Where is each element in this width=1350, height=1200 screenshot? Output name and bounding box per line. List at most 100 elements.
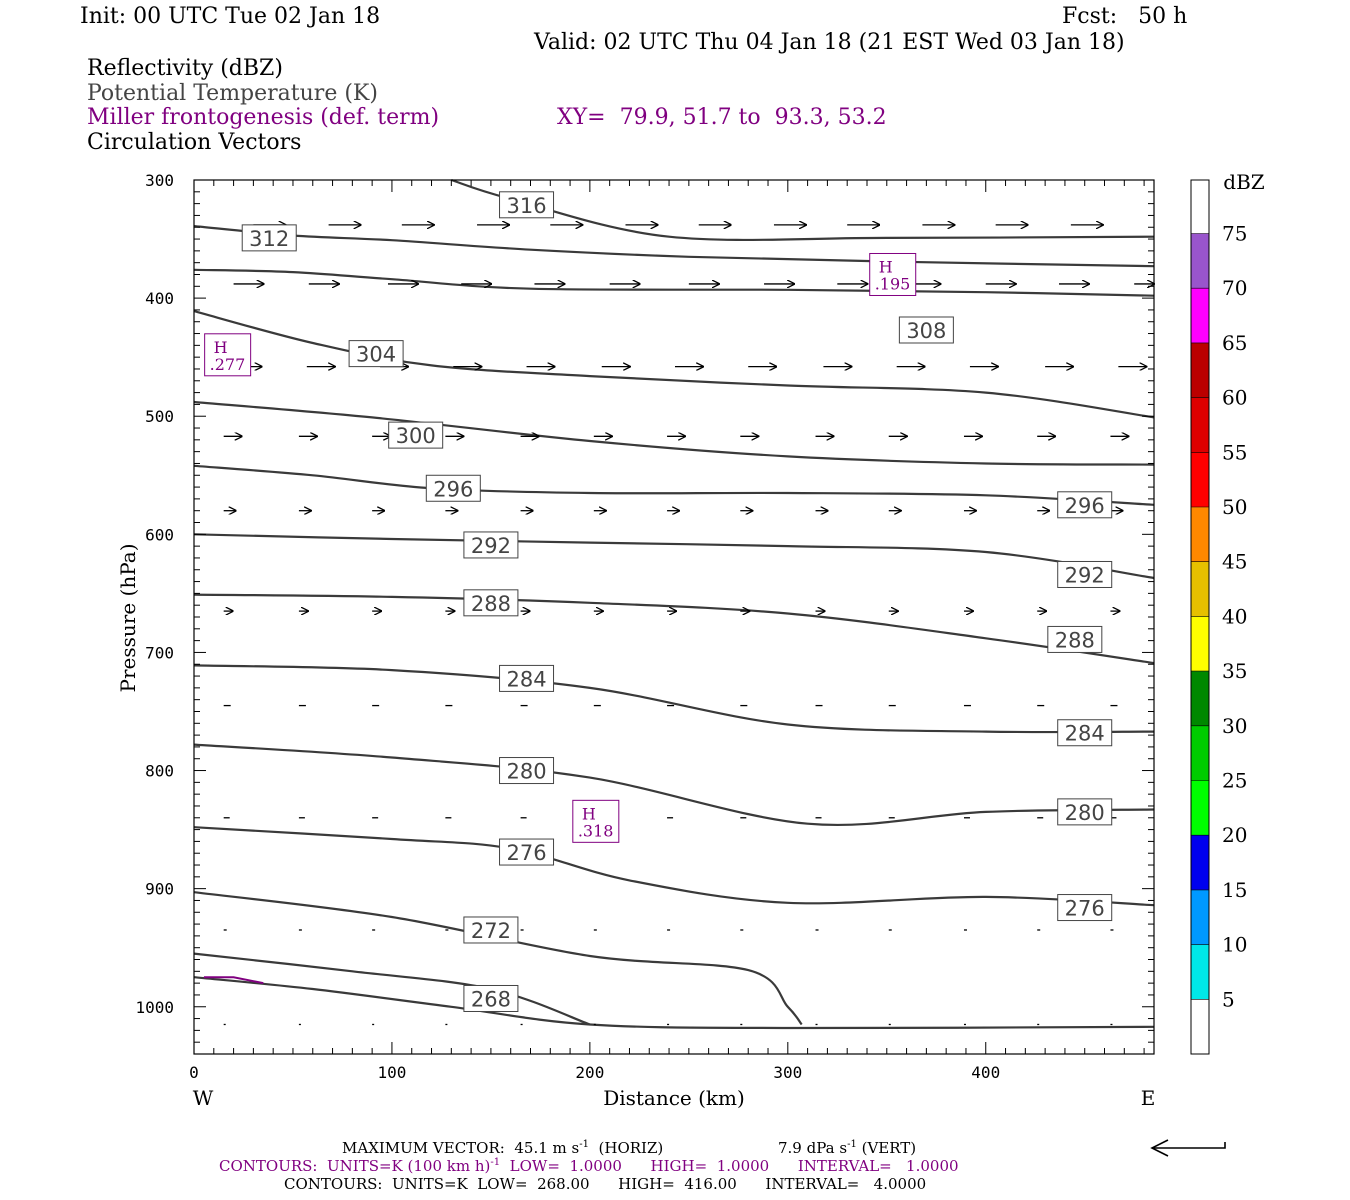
theta-contour-272 — [193, 952, 591, 1026]
frontogenesis-max-box — [869, 252, 917, 296]
field-potential-temperature: Potential Temperature (K) — [87, 81, 378, 106]
reference-vector-arrow — [1152, 1142, 1226, 1149]
colorbar-segment — [1191, 780, 1209, 836]
theta-contour-288 — [193, 664, 1155, 734]
contour-label: 292 — [1065, 563, 1105, 587]
theta-contour-308 — [193, 310, 1155, 419]
y-axis-label: Pressure (hPa) — [116, 544, 140, 693]
contour-label: 296 — [433, 477, 473, 501]
contour-label: 304 — [356, 343, 396, 367]
frontogenesis-max-kind: H — [582, 804, 596, 823]
colorbar-label: 25 — [1222, 769, 1247, 793]
x-tick-label: 400 — [971, 1063, 1000, 1082]
contour-label-box — [241, 224, 297, 252]
colorbar-label: 60 — [1222, 386, 1247, 410]
y-tick-label: 300 — [145, 171, 174, 190]
colorbar-title: dBZ — [1223, 170, 1265, 194]
colorbar-label: 55 — [1222, 440, 1247, 464]
colorbar-label: 15 — [1222, 878, 1247, 902]
frontogenesis-max-box — [204, 333, 252, 377]
theta-contour-292 — [193, 593, 1155, 665]
contour-label-box — [463, 589, 519, 617]
contour-label: 280 — [506, 760, 546, 784]
contour-label-box — [1047, 625, 1103, 653]
colorbar-segment — [1191, 561, 1209, 617]
contour-label: 272 — [471, 919, 511, 943]
colorbar-segment — [1191, 944, 1209, 1000]
theta-contour-312b — [193, 268, 1155, 297]
contour-label: 284 — [1065, 722, 1105, 746]
west-label: W — [193, 1086, 214, 1110]
colorbar-segment — [1191, 288, 1209, 343]
valid-time: Valid: 02 UTC Thu 04 Jan 18 (21 EST Wed … — [534, 30, 1125, 55]
y-tick-label: 800 — [145, 762, 174, 781]
x-tick-label: 100 — [377, 1063, 406, 1082]
colorbar-frame — [1190, 179, 1210, 1055]
colorbar-segment — [1191, 999, 1209, 1054]
theta-contour-280 — [193, 826, 1155, 907]
colorbar-label: 45 — [1222, 550, 1247, 574]
colorbar-segment — [1191, 889, 1209, 945]
contours-theta-info: CONTOURS: UNITS=K LOW= 268.00 HIGH= 416.… — [284, 1175, 927, 1193]
y-tick-label: 600 — [145, 525, 174, 544]
colorbar-segment — [1191, 835, 1209, 890]
colorbar-label: 30 — [1222, 714, 1247, 738]
contour-label: 268 — [471, 987, 511, 1011]
contour-label-box — [1057, 719, 1113, 747]
colorbar-label: 50 — [1222, 495, 1247, 519]
colorbar-segment — [1191, 397, 1209, 453]
contour-label: 316 — [506, 194, 546, 218]
x-tick-label: 0 — [189, 1063, 199, 1082]
x-axis-label: Distance (km) — [603, 1086, 745, 1110]
y-tick-label: 500 — [145, 407, 174, 426]
frontogenesis-max-kind: H — [214, 338, 228, 357]
contours-frontogenesis-info: CONTOURS: UNITS=K (100 km h)-1 LOW= 1.00… — [219, 1157, 959, 1175]
init-time: Init: 00 UTC Tue 02 Jan 18 — [80, 4, 381, 29]
contour-label: 296 — [1065, 494, 1105, 518]
y-tick-label: 900 — [145, 880, 174, 899]
frontogenesis-max-value: .195 — [875, 274, 911, 293]
theta-contour-296 — [193, 533, 1155, 580]
contour-label: 300 — [396, 424, 436, 448]
contour-label-box — [898, 316, 954, 344]
colorbar-label: 65 — [1222, 331, 1247, 355]
contour-label-box — [499, 757, 555, 785]
field-circulation-vectors: Circulation Vectors — [87, 130, 302, 155]
contour-label-box — [1057, 491, 1113, 519]
contour-label: 308 — [906, 319, 946, 343]
colorbar-segment — [1191, 342, 1209, 398]
contour-label-box — [1057, 560, 1113, 588]
contour-label: 276 — [506, 841, 546, 865]
contour-label-box — [499, 191, 555, 219]
colorbar-segment — [1191, 233, 1209, 289]
colorbar-label: 10 — [1222, 933, 1247, 957]
y-tick-label: 400 — [145, 289, 174, 308]
frontogenesis-contour — [203, 976, 264, 985]
forecast-hour: Fcst: 50 h — [1062, 4, 1188, 29]
theta-contour-304 — [193, 400, 1155, 466]
cross-section-endpoints: XY= 79.9, 51.7 to 93.3, 53.2 — [557, 105, 887, 130]
theta-contour-316 — [450, 178, 1155, 242]
contour-label-box — [388, 421, 444, 449]
colorbar-segment — [1191, 507, 1209, 562]
y-tick-label: 1000 — [135, 998, 174, 1017]
contour-label: 288 — [471, 592, 511, 616]
theta-contour-312 — [193, 225, 1155, 268]
theta-contour-276 — [193, 891, 803, 1026]
contour-label: 292 — [471, 534, 511, 558]
y-tick-label: 700 — [145, 643, 174, 662]
contour-label-box — [425, 474, 481, 502]
field-frontogenesis: Miller frontogenesis (def. term) — [87, 105, 440, 130]
contour-label-box — [499, 664, 555, 692]
contour-label: 280 — [1065, 801, 1105, 825]
contour-label-box — [463, 984, 519, 1012]
theta-contour-300 — [193, 464, 1155, 506]
frontogenesis-max-value: .277 — [210, 355, 246, 374]
contour-label: 276 — [1065, 897, 1105, 921]
colorbar-label: 20 — [1222, 823, 1247, 847]
colorbar-label: 40 — [1222, 604, 1247, 628]
x-tick-label: 300 — [773, 1063, 802, 1082]
colorbar-segment — [1191, 616, 1209, 672]
colorbar-segment — [1191, 671, 1209, 726]
